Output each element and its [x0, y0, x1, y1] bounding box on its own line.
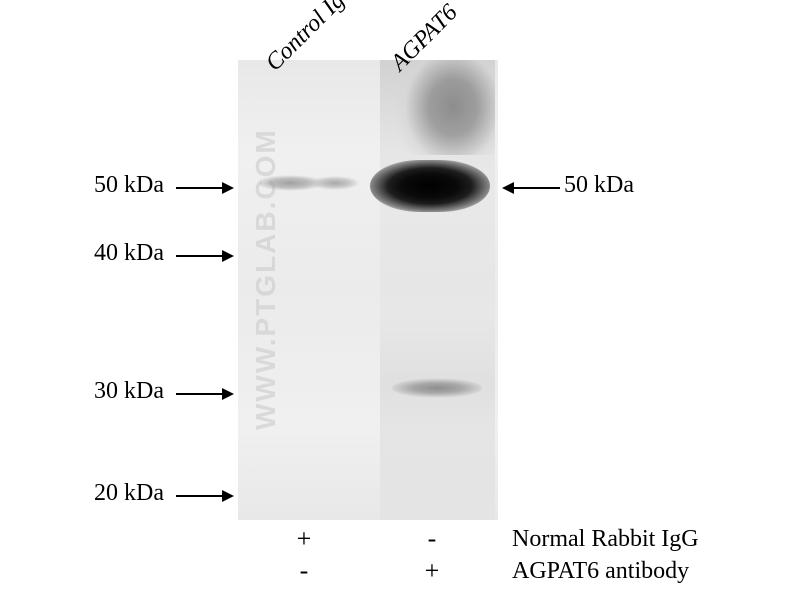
pm-r1-c2: - [420, 524, 444, 554]
mw-label-30: 30 kDa [94, 378, 164, 405]
mw-label-50: 50 kDa [94, 172, 164, 199]
mw-label-40: 40 kDa [94, 240, 164, 267]
arrow-right-icon [176, 386, 234, 402]
band-30kda-agpat6 [392, 378, 482, 398]
arrow-right-icon [176, 180, 234, 196]
mw-label-20: 20 kDa [94, 480, 164, 507]
watermark-text: WWW.PTGLAB.COM [250, 128, 282, 430]
pm-r2-c2: + [420, 556, 444, 586]
arrow-left-icon [502, 180, 560, 196]
band-50kda-control [260, 175, 360, 191]
pm-r2-c1: - [292, 556, 316, 586]
legend-label-2: AGPAT6 antibody [512, 558, 689, 585]
pm-r1-c1: + [292, 524, 316, 554]
band-50kda-agpat6 [370, 160, 490, 212]
figure-container: WWW.PTGLAB.COM Control IgG AGPAT6 50 kDa… [0, 0, 800, 600]
legend-label-1: Normal Rabbit IgG [512, 526, 699, 553]
arrow-right-icon [176, 488, 234, 504]
mw-label-50-right: 50 kDa [564, 172, 634, 199]
arrow-right-icon [176, 248, 234, 264]
